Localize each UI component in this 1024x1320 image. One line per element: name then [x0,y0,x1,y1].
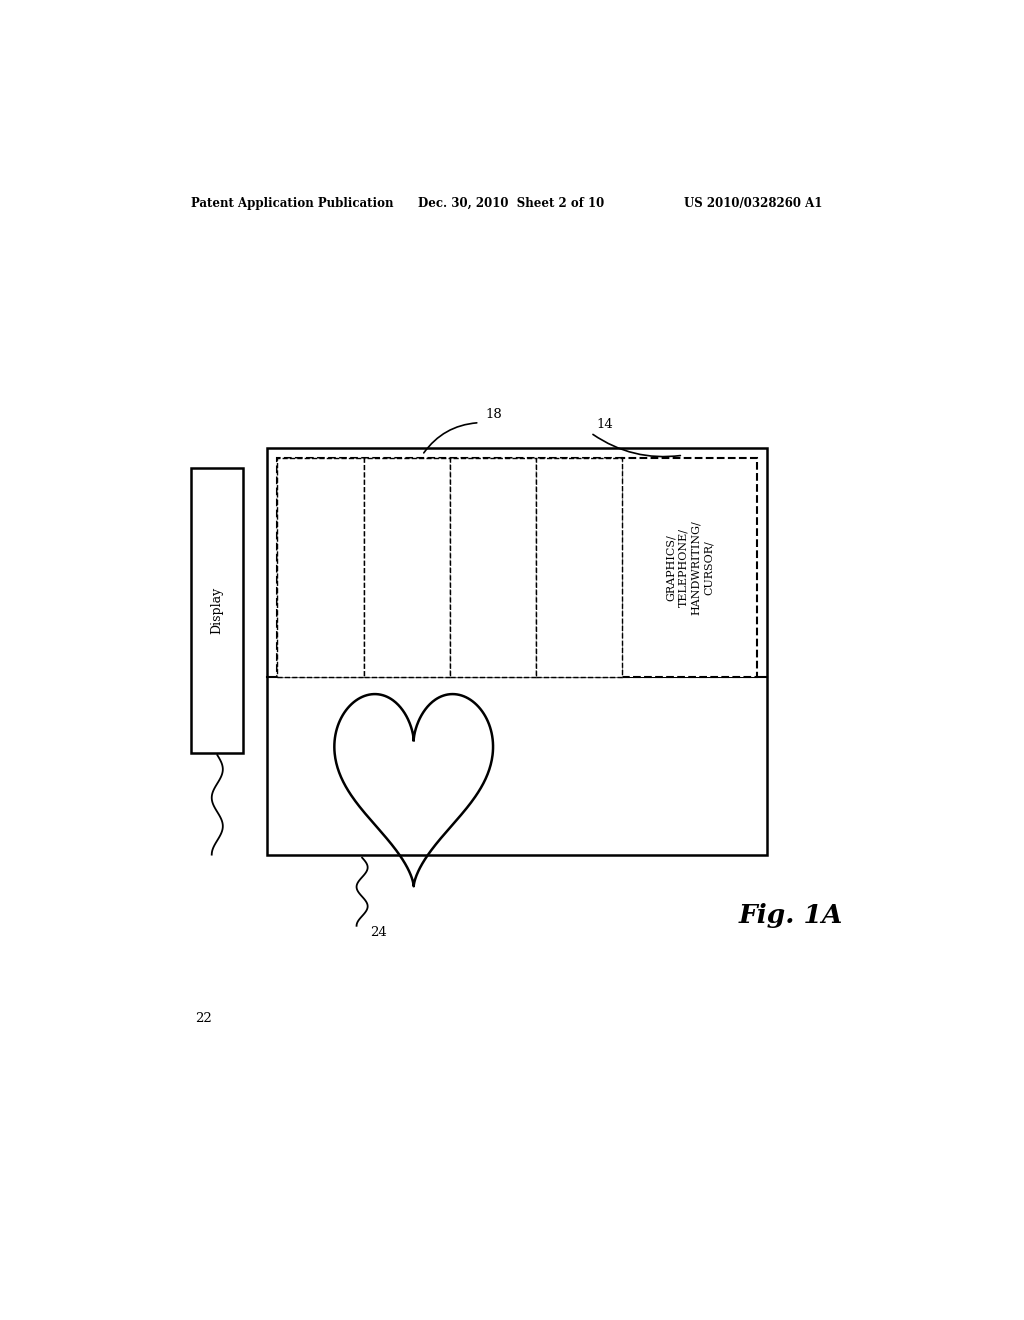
Text: Dec. 30, 2010  Sheet 2 of 10: Dec. 30, 2010 Sheet 2 of 10 [418,197,604,210]
Bar [450,458,537,677]
Text: 14: 14 [596,417,613,430]
Bar [623,458,758,677]
Bar [278,458,623,677]
Text: INPUT: INPUT [313,548,327,587]
Bar [278,458,364,677]
Text: GRAPHICS/
TELEPHONE/
HANDWRITING/
CURSOR/: GRAPHICS/ TELEPHONE/ HANDWRITING/ CURSOR… [667,520,714,615]
Text: 24: 24 [370,925,387,939]
Bar [191,469,243,752]
Text: Display: Display [211,587,224,635]
Text: FORMAT: FORMAT [486,540,500,595]
Text: Patent Application Publication: Patent Application Publication [191,197,394,210]
Text: CANCEL: CANCEL [400,541,413,594]
Bar [364,458,450,677]
Text: Fig. 1A: Fig. 1A [739,903,844,928]
Text: US 2010/0328260 A1: US 2010/0328260 A1 [684,197,822,210]
Text: STORE: STORE [572,546,586,589]
Bar [267,447,767,854]
Text: 22: 22 [196,1012,212,1026]
Bar [537,458,623,677]
Text: 18: 18 [485,408,502,421]
